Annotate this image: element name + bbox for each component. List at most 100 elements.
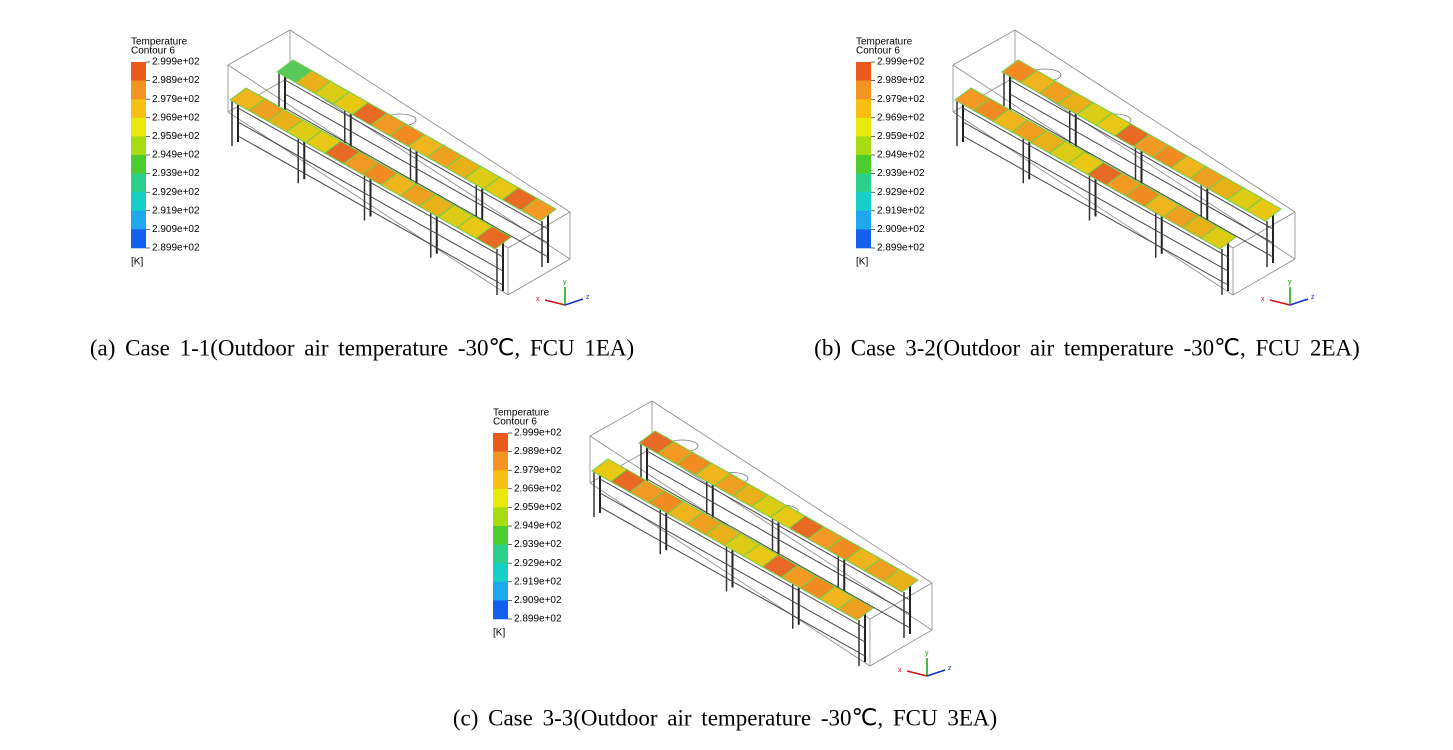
colorbar-label: 2.949e+02 [877,150,925,161]
axis-y-label: y [1288,279,1292,286]
axis-x [544,299,566,306]
colorbar-label: 2.989e+02 [877,75,925,86]
shelf [229,87,512,295]
box-edge [1014,29,1296,213]
color-band [493,526,508,545]
shelf-rail [646,478,911,629]
color-band [856,99,871,119]
color-band [131,210,146,230]
legend-subtitle: Contour 6 [131,46,175,57]
colorbar-label: 2.959e+02 [152,131,200,142]
shelf-rail [284,79,549,230]
box-edge [227,29,291,66]
colorbar-label: 2.949e+02 [514,521,562,532]
box-edge [1232,258,1296,296]
shelf-rail [599,478,866,629]
axis-z-label: z [948,665,952,672]
color-band [131,155,146,174]
colorbar-label: 2.929e+02 [514,558,562,569]
colorbar-label: 2.989e+02 [514,446,562,457]
colorbar-label: 2.999e+02 [514,428,562,439]
colorbar-label: 2.929e+02 [877,187,925,198]
shelf-rail [646,450,911,601]
colorbar-label: 2.919e+02 [514,576,562,587]
colorbar-label: 2.939e+02 [514,539,562,550]
shelf-rail [1009,79,1274,230]
tile [837,596,874,621]
box-edge [507,258,571,296]
tile [475,225,512,250]
tile [1200,225,1237,250]
color-band [856,117,871,137]
box-edge [651,400,933,584]
shelf-rail [237,121,504,272]
color-band [493,488,508,508]
legend-unit: [K] [856,257,868,268]
shelf-rail [599,492,866,643]
color-band [856,173,871,193]
axis-x-label: x [536,296,540,303]
axis-triad: x y z [536,279,590,306]
axis-x-label: x [898,667,902,674]
colorbar-label: 2.979e+02 [877,94,925,105]
shelf-rail [1009,107,1274,258]
colorbar-label: 2.949e+02 [152,150,200,161]
colorbar-label: 2.919e+02 [877,205,925,216]
axis-z-label: z [1311,294,1315,301]
color-band [131,192,146,212]
box-edge [869,582,933,620]
axis-z [564,298,584,306]
legend-unit: [K] [493,628,505,639]
box-edge [869,629,933,667]
shelf [591,458,874,666]
colorbar-label: 2.909e+02 [152,224,200,235]
axis-x-label: x [1261,296,1265,303]
shelf-rail [237,107,504,258]
shelf [276,59,557,267]
shelf [954,87,1237,295]
colorbar-label: 2.899e+02 [514,614,562,625]
color-band [856,210,871,230]
color-band [131,173,146,193]
shelf-rail [962,121,1229,272]
color-band [493,563,508,583]
box-edge [952,29,1016,66]
colorbar-label: 2.999e+02 [152,57,200,68]
tile [1245,197,1282,222]
color-band [493,451,508,471]
axis-z [1289,298,1309,306]
axis-y-label: y [925,650,929,657]
legend-title: Temperature [493,408,550,419]
colorbar-label: 2.899e+02 [152,243,200,254]
colorbar-label: 2.969e+02 [152,112,200,123]
color-band [493,507,508,527]
axis-x [906,670,928,677]
color-band [131,62,146,81]
axis-triad: x y z [1261,279,1315,306]
color-band [131,136,146,156]
box-edge [289,29,571,213]
legend-title: Temperature [856,37,913,48]
color-band [856,80,871,100]
axis-y-label: y [563,279,567,286]
axis-x [1269,299,1291,306]
tile [882,568,919,593]
color-band [493,470,508,490]
color-band [856,155,871,174]
color-band [856,192,871,212]
color-band [856,62,871,81]
shelf-rail [599,506,866,657]
tile [520,197,557,222]
color-band [856,136,871,156]
colorbar-label: 2.979e+02 [514,465,562,476]
colorbar-label: 2.909e+02 [514,595,562,606]
shelf-rail [962,135,1229,286]
